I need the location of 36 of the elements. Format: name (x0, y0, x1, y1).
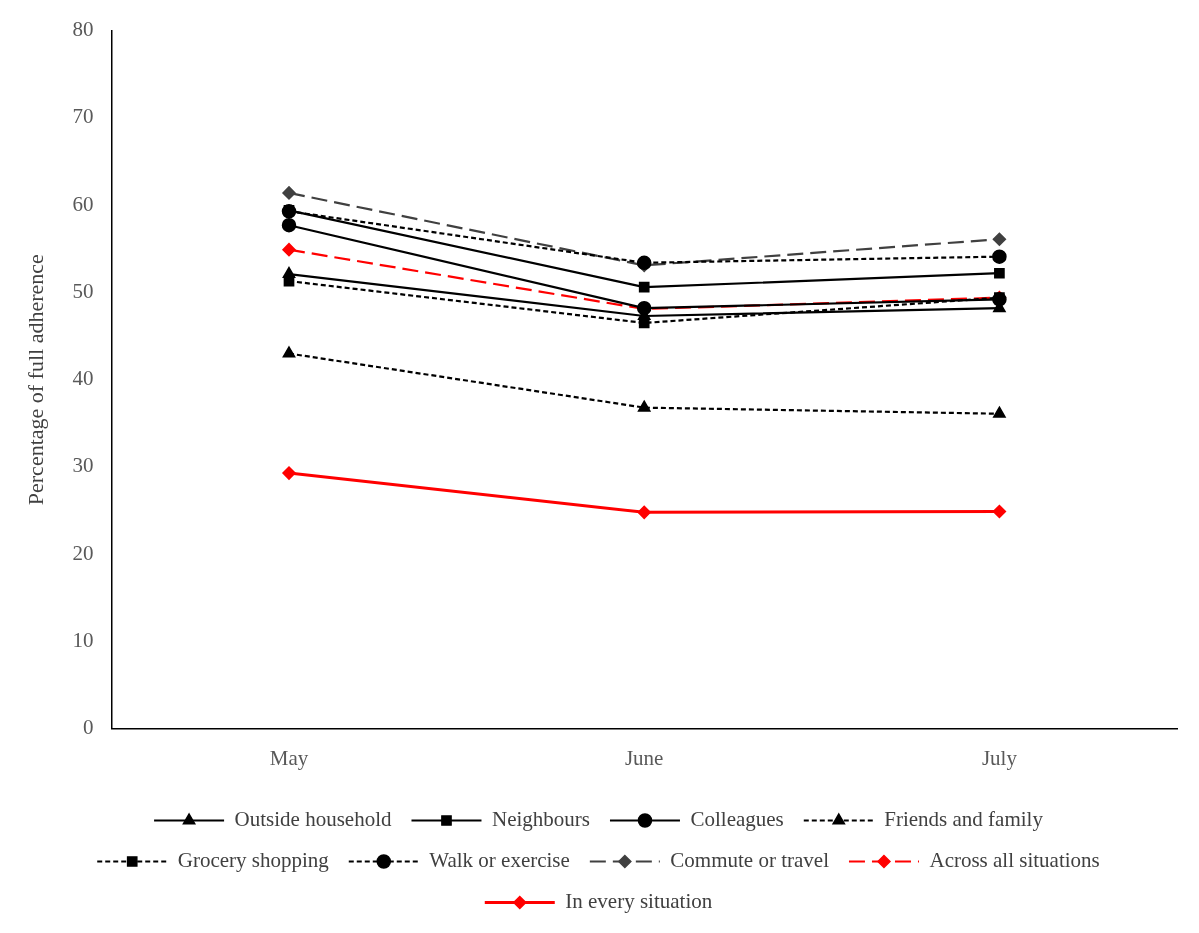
legend-label: Across all situations (929, 848, 1100, 873)
y-axis-title: Percentage of full adherence (22, 254, 48, 506)
legend-label: Neighbours (491, 807, 590, 832)
point (282, 242, 296, 257)
legend-label: Grocery shopping (177, 848, 330, 873)
y-tick-label: 30 (72, 453, 94, 478)
legend-label: Walk or exercise (429, 848, 570, 873)
legend-label: Friends and family (884, 807, 1044, 832)
point (992, 504, 1007, 519)
legend-label: Outside household (234, 807, 392, 832)
point (282, 346, 296, 358)
point (282, 186, 296, 200)
point (281, 217, 297, 233)
point (994, 267, 1005, 279)
y-tick-label: 20 (72, 540, 94, 565)
y-tick-label: 60 (72, 191, 94, 216)
point (282, 466, 296, 480)
point (282, 266, 296, 279)
y-tick-label: 80 (72, 17, 94, 42)
point (993, 406, 1006, 418)
x-tick-label: July (981, 745, 1018, 770)
y-tick-label: 70 (72, 104, 94, 129)
x-tick-label: May (269, 745, 309, 770)
point (992, 232, 1007, 246)
y-tick-label: 40 (72, 366, 94, 391)
x-tick-label: June (624, 745, 664, 770)
point (637, 400, 651, 412)
legend-label: Colleagues (690, 807, 784, 832)
y-tick-label: 0 (82, 715, 94, 740)
y-tick-label: 10 (72, 628, 94, 653)
point (637, 505, 651, 520)
legend-label: Commute or travel (670, 848, 830, 873)
point (638, 281, 650, 293)
legend-label: In every situation (565, 889, 713, 914)
y-tick-label: 50 (72, 278, 94, 303)
point (992, 249, 1007, 264)
